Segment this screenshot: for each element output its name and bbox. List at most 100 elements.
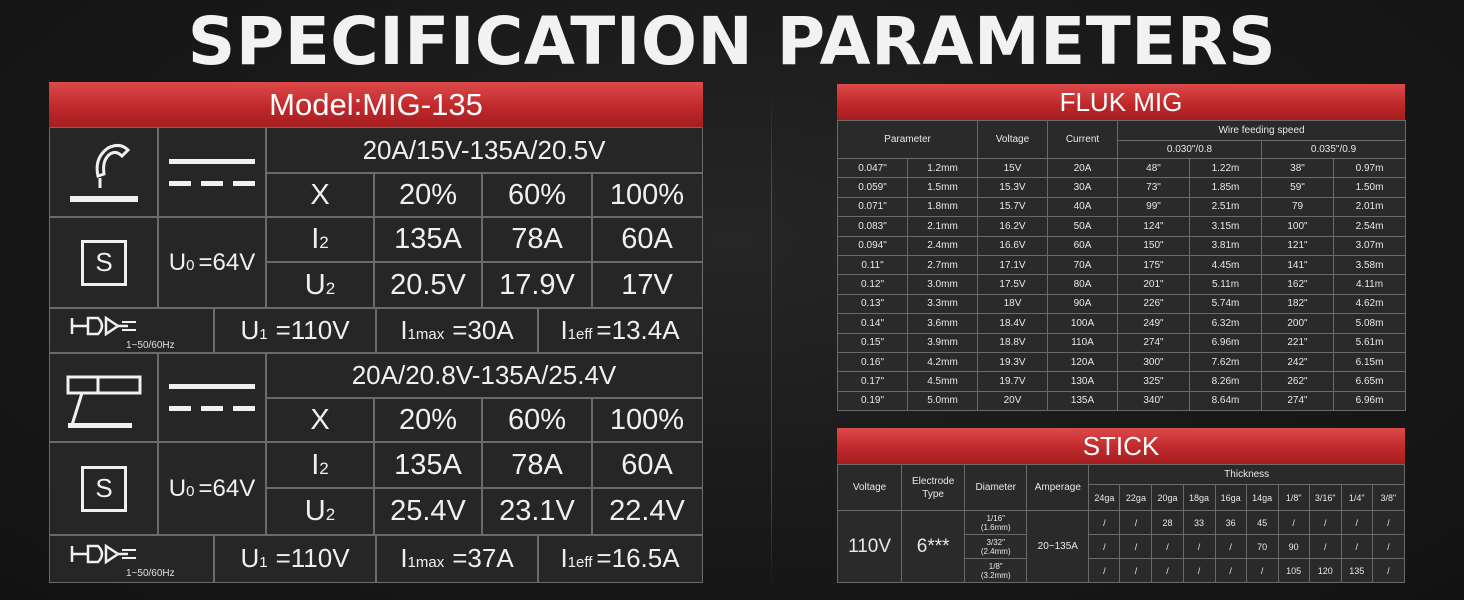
stick-thickness-cell: / (1371, 534, 1406, 559)
table-row: 1/8" (3.2mm) / / / / //105 120 135/ (838, 558, 1406, 583)
stick-u2-2: 23.1V (481, 487, 593, 536)
fluk-cell: 100" (1261, 216, 1334, 237)
stick-thickness-col: 3/8" (1371, 484, 1406, 511)
stick-diameter: 1/16" (1.6mm) (964, 510, 1028, 535)
stick-header-voltage: Voltage (836, 464, 903, 511)
mig-i1eff-sub: 1eff (567, 326, 593, 343)
table-row: 0.17" 4.5mm 19.7V 130A 325" 8.26m 262" 6.65m (837, 371, 1407, 392)
fluk-cell: 0.97m (1332, 157, 1407, 179)
fluk-cell: 0.19" (837, 390, 908, 412)
stick-i2-letter: I (311, 448, 320, 481)
stick-u2-letter: U (304, 495, 326, 527)
header-wire-b: 0.035"/0.9 (1260, 140, 1407, 159)
fluk-cell: 20V (977, 390, 1048, 412)
stick-diameter-in: 1/16" (986, 513, 1005, 523)
fluk-cell: 18.4V (977, 313, 1048, 334)
fluk-cell: 200" (1261, 313, 1334, 334)
fluk-cell: 15.7V (977, 196, 1048, 218)
mig-i2-2: 78A (481, 216, 593, 263)
mig-i2-letter: I (311, 223, 320, 255)
fluk-cell: 4.62m (1332, 293, 1407, 315)
fluk-cell: 4.2mm (907, 351, 978, 373)
fluk-cell: 0.14" (837, 313, 908, 334)
fluk-cell: 274" (1261, 390, 1334, 412)
plug-icon (70, 315, 136, 337)
header-wire-a: 0.030"/0.8 (1117, 140, 1262, 159)
stick-i1max-label: I (400, 543, 408, 573)
fluk-cell: 221" (1261, 332, 1334, 353)
mig-duty-1: 20% (373, 172, 483, 218)
mig-s-symbol: S (49, 216, 159, 309)
fluk-cell: 2.01m (1332, 196, 1407, 218)
stick-hz: 1~50/60Hz (126, 568, 175, 579)
stick-header-electrode-2: Type (922, 488, 944, 500)
fluk-cell: 3.81m (1189, 235, 1262, 256)
mig-s-letter: S (81, 239, 127, 286)
fluk-cell: 3.6mm (907, 313, 978, 334)
mig-duty-2: 60% (481, 172, 593, 218)
fluk-cell: 1.2mm (907, 157, 978, 179)
header-current: Current (1047, 120, 1118, 159)
stick-thickness-cell: 28 (1151, 510, 1184, 535)
table-row: 110V 6*** 1/16" (1.6mm) 20~135A //28 33 36 45// /… (836, 510, 1406, 583)
mig-hz: 1~50/60Hz (126, 340, 175, 351)
stick-thickness-col: 3/16" (1308, 484, 1342, 511)
fluk-cell: 6.32m (1189, 313, 1262, 334)
fluk-cell: 30A (1047, 177, 1118, 198)
stick-i1max-sub: 1max (407, 554, 445, 571)
fluk-cell: 5.08m (1332, 313, 1407, 334)
stick-i1eff-sub: 1eff (567, 554, 593, 571)
fluk-cell: 150" (1117, 235, 1190, 256)
stick-i1max: I 1max =37A (375, 534, 539, 583)
stick-thickness-cell: 36 (1214, 510, 1247, 535)
stick-thickness-col: 1/4" (1340, 484, 1373, 511)
fluk-cell: 0.12" (837, 274, 908, 295)
mig-u1-label: U (240, 315, 260, 345)
mig-range: 20A/15V-135A/20.5V (265, 127, 703, 174)
stick-thickness-cell: 120 (1308, 558, 1342, 583)
fluk-cell: 0.16" (837, 351, 908, 373)
stick-thickness-col: 14ga (1245, 484, 1279, 511)
fluk-cell: 59" (1261, 177, 1334, 198)
stick-thickness-cell: / (1119, 558, 1153, 583)
stick-i1eff-value: =16.5A (596, 543, 680, 573)
page-title: SPECIFICATION PARAMETERS (187, 3, 1277, 80)
fluk-cell: 4.11m (1332, 274, 1407, 295)
stick-table: Voltage Electrode Type Diameter Amperage … (836, 464, 1406, 583)
fluk-cell: 6.96m (1332, 390, 1407, 412)
stick-diameter-mm: (1.6mm) (980, 522, 1011, 532)
stick-range: 20A/20.8V-135A/25.4V (265, 352, 703, 399)
stick-diameter-mm: (3.2mm) (980, 570, 1011, 580)
mig-u2-letter: U (304, 268, 326, 301)
fluk-cell: 6.15m (1332, 351, 1407, 373)
mig-x-label: X (265, 172, 375, 218)
fluk-cell: 90A (1047, 293, 1118, 315)
fluk-cell: 60A (1047, 235, 1118, 256)
stick-i2-3: 60A (591, 441, 703, 489)
fluk-cell: 1.5mm (907, 177, 978, 198)
stick-thickness-cell: / (1182, 534, 1216, 559)
stick-thickness-cell: 105 (1277, 558, 1310, 583)
mig-u0-label: U (168, 248, 187, 276)
fluk-cell: 38" (1261, 157, 1334, 179)
stick-header-electrode: Electrode Type (901, 464, 966, 511)
stick-thickness-cell: / (1245, 558, 1279, 583)
fluk-cell: 15V (977, 157, 1048, 179)
stick-diameter: 3/32" (2.4mm) (964, 534, 1028, 559)
table-row: 3/32" (2.4mm) / / / //70 90// / (838, 534, 1406, 559)
stick-u2-3: 22.4V (591, 487, 703, 536)
stick-thickness-cell: / (1371, 558, 1406, 583)
fluk-cell: 80A (1047, 274, 1118, 295)
fluk-cell: 17.5V (977, 274, 1048, 295)
fluk-cell: 175" (1117, 254, 1190, 276)
fluk-cell: 0.13" (837, 293, 908, 315)
fluk-cell: 16.6V (977, 235, 1048, 256)
stick-plug-icon (70, 543, 136, 565)
stick-thickness-cell: / (1088, 534, 1121, 559)
stick-thickness-cell: / (1151, 558, 1184, 583)
fluk-cell: 3.9mm (907, 332, 978, 353)
stick-thickness-cell: 90 (1277, 534, 1310, 559)
stick-u2-sub: 2 (325, 505, 336, 524)
